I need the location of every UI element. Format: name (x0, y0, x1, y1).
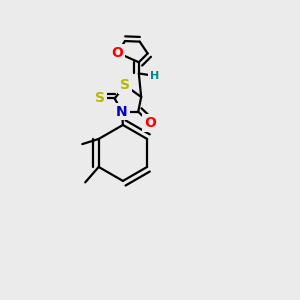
Text: H: H (150, 71, 159, 81)
Text: O: O (144, 116, 156, 130)
Text: S: S (120, 78, 130, 92)
Text: N: N (116, 105, 128, 119)
Text: O: O (112, 46, 124, 60)
Text: S: S (95, 92, 105, 106)
